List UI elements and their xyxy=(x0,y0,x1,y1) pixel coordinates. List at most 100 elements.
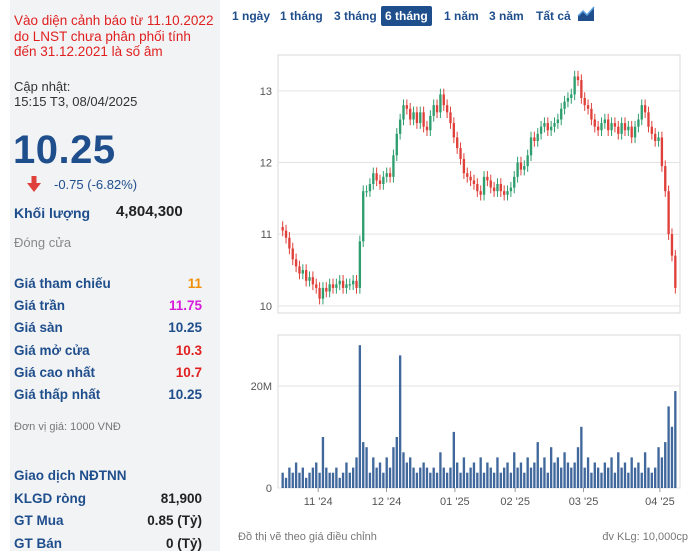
volume-bar xyxy=(345,462,348,488)
stat-row: Giá sàn 10.25 xyxy=(14,320,202,338)
candle-body xyxy=(294,259,298,267)
volume-bar xyxy=(479,457,482,488)
volume-bar xyxy=(523,472,526,488)
candle-body xyxy=(489,180,492,188)
candle-body xyxy=(325,287,328,292)
volume-bar xyxy=(529,467,533,488)
stat-value: 11.75 xyxy=(168,298,202,313)
area-chart-icon[interactable] xyxy=(577,6,595,22)
candle-body xyxy=(281,227,284,231)
candle-body xyxy=(617,126,620,134)
stat-row: Giá mở cửa 10.3 xyxy=(14,343,202,361)
x-tick-label: 01 '25 xyxy=(440,496,470,508)
candle-body xyxy=(355,280,358,288)
foreign-title: Giao dịch NĐTNN xyxy=(14,468,127,483)
unit-note: Đơn vị giá: 1000 VNĐ xyxy=(14,421,121,433)
candle-body xyxy=(398,119,402,134)
volume-bar xyxy=(388,467,392,488)
candle-body xyxy=(603,119,607,124)
candle-body xyxy=(449,112,452,124)
volume-bar xyxy=(409,457,412,488)
candle-body xyxy=(442,94,445,106)
chart-note: Đồ thị vẽ theo giá điều chỉnh xyxy=(238,531,377,543)
candle-body xyxy=(425,126,429,131)
candle-body xyxy=(351,280,355,285)
price-tick-label: 13 xyxy=(260,86,272,98)
candle-body xyxy=(412,112,415,120)
candle-body xyxy=(311,277,315,285)
foreign-value: 0.85 (Tỷ) xyxy=(147,513,202,528)
volume-bar xyxy=(596,467,600,488)
tab-6[interactable]: Tất cả xyxy=(536,9,571,23)
candle-body xyxy=(372,173,375,184)
candle-body xyxy=(405,105,409,109)
foreign-row: GT Mua 0.85 (Tỷ) xyxy=(14,513,202,531)
candle-body xyxy=(519,162,523,170)
stat-row: Giá thấp nhất 10.25 xyxy=(14,387,202,405)
arrow-down-icon xyxy=(27,176,41,192)
volume-bar xyxy=(429,472,432,488)
stat-row: Giá trần 11.75 xyxy=(14,298,202,316)
volume-unit-note: đv KLg: 10,000cp xyxy=(602,531,688,543)
volume-bar xyxy=(338,477,341,488)
volume-bar xyxy=(402,452,405,488)
volume-label: Khối lượng xyxy=(14,205,91,221)
candle-body xyxy=(647,112,650,127)
volume-bar xyxy=(304,477,308,488)
candle-body xyxy=(533,137,536,141)
volume-bar xyxy=(506,462,509,488)
volume-tick-label: 20M xyxy=(251,381,272,393)
candle-body xyxy=(482,176,486,195)
volume-bar xyxy=(543,457,546,488)
volume-bar xyxy=(657,447,660,488)
volume-bar xyxy=(482,472,486,488)
volume-panel-frame xyxy=(277,334,681,489)
candle-body xyxy=(492,187,496,192)
volume-bar xyxy=(664,442,667,488)
tab-3[interactable]: 6 tháng xyxy=(381,6,432,26)
candle-body xyxy=(419,112,422,124)
candle-body xyxy=(422,112,425,127)
volume-bar xyxy=(610,457,613,488)
volume-bar xyxy=(576,447,580,488)
candle-body xyxy=(496,184,499,192)
candle-body xyxy=(640,105,643,120)
x-tick-label: 02 '25 xyxy=(500,496,530,508)
tab-4[interactable]: 1 năm xyxy=(444,9,479,23)
volume-bar xyxy=(539,467,543,488)
x-tick-label: 11 '24 xyxy=(304,496,333,508)
candle-body xyxy=(553,123,556,127)
volume-bar xyxy=(674,391,677,488)
volume-bar xyxy=(291,472,294,488)
candle-body xyxy=(529,137,533,156)
candle-body xyxy=(345,284,348,288)
volume-bar xyxy=(600,472,603,488)
stat-value: 10.25 xyxy=(168,320,202,335)
candle-body xyxy=(395,133,398,156)
tab-1[interactable]: 1 tháng xyxy=(280,9,323,23)
volume-bar xyxy=(281,472,284,488)
volume-bar xyxy=(435,472,439,488)
x-tick-label: 03 '25 xyxy=(569,496,599,508)
candle-body xyxy=(348,284,351,286)
candle-body xyxy=(462,158,466,174)
foreign-row: KLGD ròng 81,900 xyxy=(14,491,202,509)
candle-body xyxy=(509,187,513,192)
foreign-label: KLGD ròng xyxy=(14,491,86,506)
candle-body xyxy=(308,277,311,281)
volume-bar xyxy=(590,472,593,488)
tab-0[interactable]: 1 ngày xyxy=(232,9,271,23)
stat-label: Giá thấp nhất xyxy=(14,387,101,402)
candle-body xyxy=(556,119,560,124)
candle-body xyxy=(586,105,590,109)
tab-2[interactable]: 3 tháng xyxy=(334,9,377,23)
candle-body xyxy=(566,98,570,102)
candle-body xyxy=(335,284,338,288)
volume-bar xyxy=(526,457,529,488)
tab-5[interactable]: 3 năm xyxy=(489,9,524,23)
candle-body xyxy=(288,237,291,249)
volume-bar xyxy=(331,472,335,488)
volume-bar xyxy=(647,467,650,488)
price-tick-label: 12 xyxy=(260,158,272,170)
stat-row: Giá cao nhất 10.7 xyxy=(14,365,202,383)
